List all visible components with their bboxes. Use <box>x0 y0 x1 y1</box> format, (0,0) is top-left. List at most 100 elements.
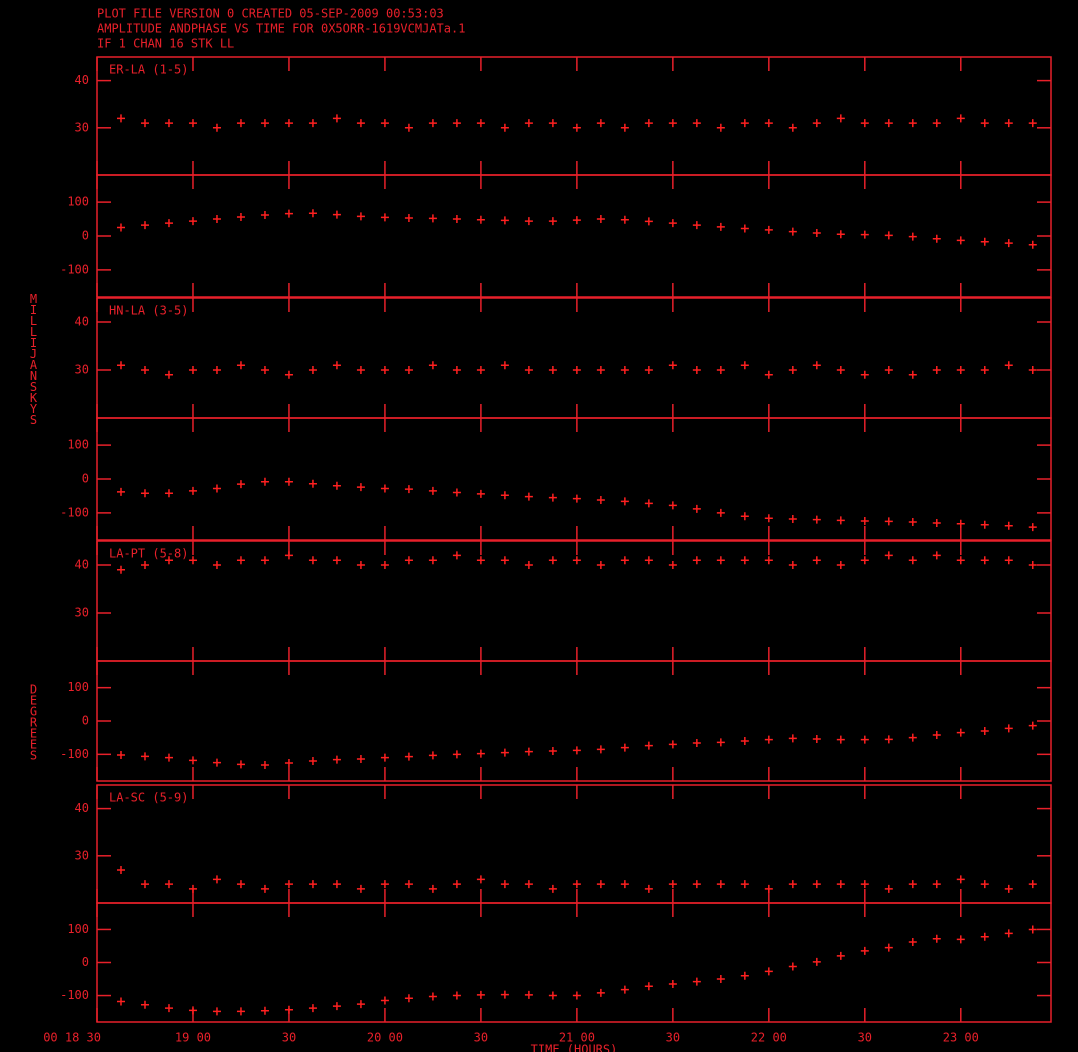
data-point <box>380 996 389 1005</box>
data-point <box>764 884 773 893</box>
data-point <box>572 746 581 755</box>
data-point <box>1004 929 1013 938</box>
data-point <box>284 759 293 767</box>
y-tick-label: 30 <box>75 606 89 620</box>
data-point <box>1028 721 1037 730</box>
data-point <box>668 880 677 889</box>
data-point <box>284 209 293 218</box>
y-tick-label: 30 <box>75 363 89 377</box>
data-point <box>380 561 389 569</box>
data-point <box>236 760 245 769</box>
data-point <box>692 119 701 128</box>
data-point <box>908 938 917 947</box>
data-point <box>716 880 725 889</box>
data-point <box>764 119 773 128</box>
data-point <box>788 366 797 374</box>
data-point <box>932 519 941 528</box>
y-tick-label: 30 <box>75 848 89 862</box>
data-point <box>980 366 989 374</box>
data-point <box>164 880 173 889</box>
data-point <box>908 119 917 128</box>
data-point <box>692 977 701 986</box>
data-point <box>452 488 461 497</box>
data-point <box>812 556 821 565</box>
data-point <box>620 743 629 752</box>
data-point <box>1004 361 1013 370</box>
data-point <box>500 361 509 370</box>
data-point <box>596 496 605 505</box>
data-point <box>164 489 173 498</box>
data-point <box>260 884 269 893</box>
data-point <box>884 884 893 893</box>
data-point <box>524 119 533 128</box>
y-tick-label: 0 <box>82 955 89 969</box>
data-point <box>404 994 413 1003</box>
data-point <box>572 991 581 1000</box>
data-point <box>260 210 269 219</box>
data-point <box>740 737 749 745</box>
data-point <box>284 551 293 560</box>
data-point <box>596 119 605 128</box>
data-point <box>620 556 629 565</box>
data-point <box>1004 556 1013 565</box>
data-point <box>380 366 389 374</box>
data-point <box>668 119 677 128</box>
data-point <box>836 880 845 889</box>
data-point <box>1004 521 1013 530</box>
data-point <box>836 366 845 374</box>
data-point <box>188 756 197 765</box>
data-point <box>356 483 365 492</box>
data-point <box>980 932 989 941</box>
data-point <box>260 477 269 486</box>
data-point <box>428 486 437 495</box>
data-point <box>956 875 965 884</box>
data-point <box>620 880 629 889</box>
y-tick-label: -100 <box>60 262 89 276</box>
data-point <box>908 370 917 379</box>
data-point <box>500 216 509 225</box>
y-tick-label: 100 <box>67 195 89 209</box>
data-point <box>1028 880 1037 889</box>
data-point <box>404 214 413 223</box>
data-point <box>332 755 341 764</box>
data-point <box>284 1005 293 1014</box>
data-point <box>596 215 605 224</box>
data-point <box>716 508 725 517</box>
data-point <box>932 934 941 943</box>
data-point <box>500 990 509 999</box>
data-point <box>212 1007 221 1016</box>
data-point <box>836 561 845 569</box>
y-tick-label: -100 <box>60 747 89 761</box>
data-point <box>140 1000 149 1009</box>
data-point <box>356 1000 365 1009</box>
data-point <box>548 884 557 893</box>
data-point <box>956 114 965 123</box>
data-point <box>212 561 221 569</box>
data-point <box>908 518 917 527</box>
data-point <box>524 217 533 226</box>
data-point <box>812 515 821 524</box>
data-point <box>308 556 317 565</box>
data-point <box>716 556 725 565</box>
data-point <box>620 215 629 224</box>
data-point <box>860 946 869 955</box>
data-point <box>332 1002 341 1011</box>
data-point <box>644 119 653 128</box>
data-point <box>212 215 221 224</box>
data-point <box>452 991 461 1000</box>
data-point <box>1004 884 1013 893</box>
data-point <box>980 237 989 246</box>
data-point <box>116 751 125 759</box>
data-point <box>1028 523 1037 532</box>
data-point <box>596 745 605 754</box>
x-tick-label: 22 00 <box>751 1031 787 1045</box>
data-point <box>956 236 965 245</box>
data-point <box>572 494 581 503</box>
data-point <box>188 217 197 226</box>
data-point <box>980 119 989 128</box>
data-point <box>476 749 485 758</box>
data-point <box>668 740 677 749</box>
data-point <box>932 731 941 739</box>
data-point <box>284 370 293 379</box>
data-point <box>212 758 221 767</box>
